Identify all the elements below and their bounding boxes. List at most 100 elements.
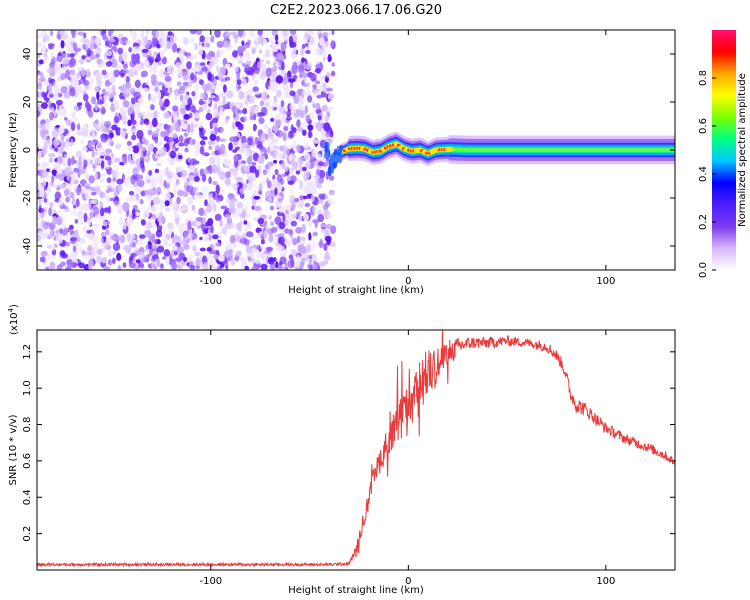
heatmap-cell <box>84 56 92 61</box>
heatmap-cell <box>267 227 271 235</box>
heatmap-cell <box>104 120 112 128</box>
heatmap-cell <box>277 197 283 203</box>
heatmap-cell <box>53 80 59 88</box>
heatmap-cell <box>312 206 316 215</box>
heatmap-cell <box>274 33 279 42</box>
heatmap-cell <box>313 174 321 180</box>
heatmap-cell <box>312 139 320 144</box>
heatmap-cell <box>164 192 171 200</box>
heatmap-cell <box>265 246 274 252</box>
heatmap-cell <box>292 249 297 257</box>
heatmap-cell <box>140 219 146 226</box>
heatmap-cell <box>115 167 119 177</box>
heatmap-cell <box>71 34 76 38</box>
heatmap-cell <box>187 220 192 230</box>
heatmap-cell <box>63 188 70 197</box>
heatmap-cell <box>231 221 235 230</box>
heatmap-cell <box>253 195 261 200</box>
colorbar-tick-label: 0.2 <box>698 214 709 230</box>
heatmap-cell <box>62 205 68 210</box>
heatmap-cell <box>163 98 170 108</box>
heatmap-cell <box>164 200 170 207</box>
heatmap-cell <box>91 191 97 196</box>
heatmap-cell <box>126 140 132 147</box>
heatmap-cell <box>212 254 220 260</box>
heatmap-cell <box>325 235 332 242</box>
heatmap-cell <box>222 95 226 106</box>
heatmap-cell <box>140 147 146 152</box>
heatmap-cell <box>322 204 329 211</box>
heatmap-cell <box>37 34 42 39</box>
heatmap-cell <box>236 250 242 256</box>
heatmap-cell <box>140 70 148 78</box>
heatmap-cell <box>268 106 275 110</box>
heatmap-cell <box>279 252 286 258</box>
heatmap-cell <box>58 30 65 36</box>
spectrogram-panel: -100 0 100 -40 -20 0 20 40 Height of straight … <box>8 29 676 296</box>
heatmap-cell <box>199 247 206 252</box>
heatmap-cell <box>216 50 221 58</box>
heatmap-cell <box>295 144 301 153</box>
heatmap-cell <box>108 129 114 140</box>
heatmap-cell <box>125 244 132 254</box>
heatmap-cell <box>135 87 142 94</box>
heatmap-cell <box>317 209 322 216</box>
heatmap-cell <box>136 59 141 65</box>
heatmap-cell <box>42 180 47 187</box>
heatmap-cell <box>282 147 290 156</box>
heatmap-cell <box>216 158 221 167</box>
heatmap-cell <box>78 262 85 269</box>
heatmap-cell <box>55 216 63 226</box>
heatmap-cell <box>156 187 161 193</box>
heatmap-cell <box>318 36 325 46</box>
heatmap-cell <box>169 141 174 149</box>
heatmap-cell <box>111 124 118 131</box>
heatmap-cell <box>136 64 143 71</box>
heatmap-cell <box>143 209 150 219</box>
heatmap-cell <box>102 225 107 230</box>
heatmap-cell <box>180 107 187 115</box>
heatmap-cell <box>290 258 295 268</box>
heatmap-cell <box>290 187 294 196</box>
heatmap-cell <box>159 203 165 211</box>
heatmap-cell <box>110 152 114 158</box>
colorbar-tick-label: 0.8 <box>698 70 709 86</box>
heatmap-cell <box>77 31 85 36</box>
heatmap-cell <box>180 239 186 246</box>
heatmap-cell <box>315 168 321 176</box>
heatmap-cell <box>186 61 192 70</box>
y-tick-label: 1.0 <box>22 380 33 396</box>
heatmap-cell <box>231 105 237 113</box>
heatmap-cell <box>293 94 300 104</box>
heatmap-cell <box>311 263 319 270</box>
heatmap-cell <box>112 242 121 251</box>
heatmap-cell <box>105 92 114 99</box>
heatmap-cell <box>81 67 86 78</box>
heatmap-cell <box>325 87 334 92</box>
heatmap-cell <box>95 53 100 59</box>
heatmap-cell <box>249 30 256 38</box>
x-tick-label: 100 <box>596 276 615 287</box>
heatmap-cell <box>220 50 224 56</box>
heatmap-cell <box>228 205 236 214</box>
heatmap-cell <box>194 64 202 73</box>
heatmap-cell <box>265 67 272 78</box>
heatmap-cell <box>87 265 94 270</box>
heatmap-cell <box>278 205 286 213</box>
heatmap-cell <box>175 257 182 262</box>
heatmap-cell <box>186 196 194 205</box>
heatmap-cell <box>276 130 284 138</box>
heatmap-cell <box>159 37 163 43</box>
heatmap-cell <box>163 249 171 257</box>
heatmap-cell <box>105 228 110 236</box>
heatmap-cell <box>265 223 269 231</box>
heatmap-cell <box>42 170 49 178</box>
heatmap-cell <box>145 80 149 86</box>
heatmap-cell <box>325 213 333 220</box>
heatmap-cell <box>61 229 68 236</box>
heatmap-cell <box>37 162 41 168</box>
heatmap-cell <box>274 233 279 238</box>
heatmap-cell <box>279 245 285 253</box>
heatmap-cell <box>219 111 224 117</box>
heatmap-cell <box>97 30 102 36</box>
